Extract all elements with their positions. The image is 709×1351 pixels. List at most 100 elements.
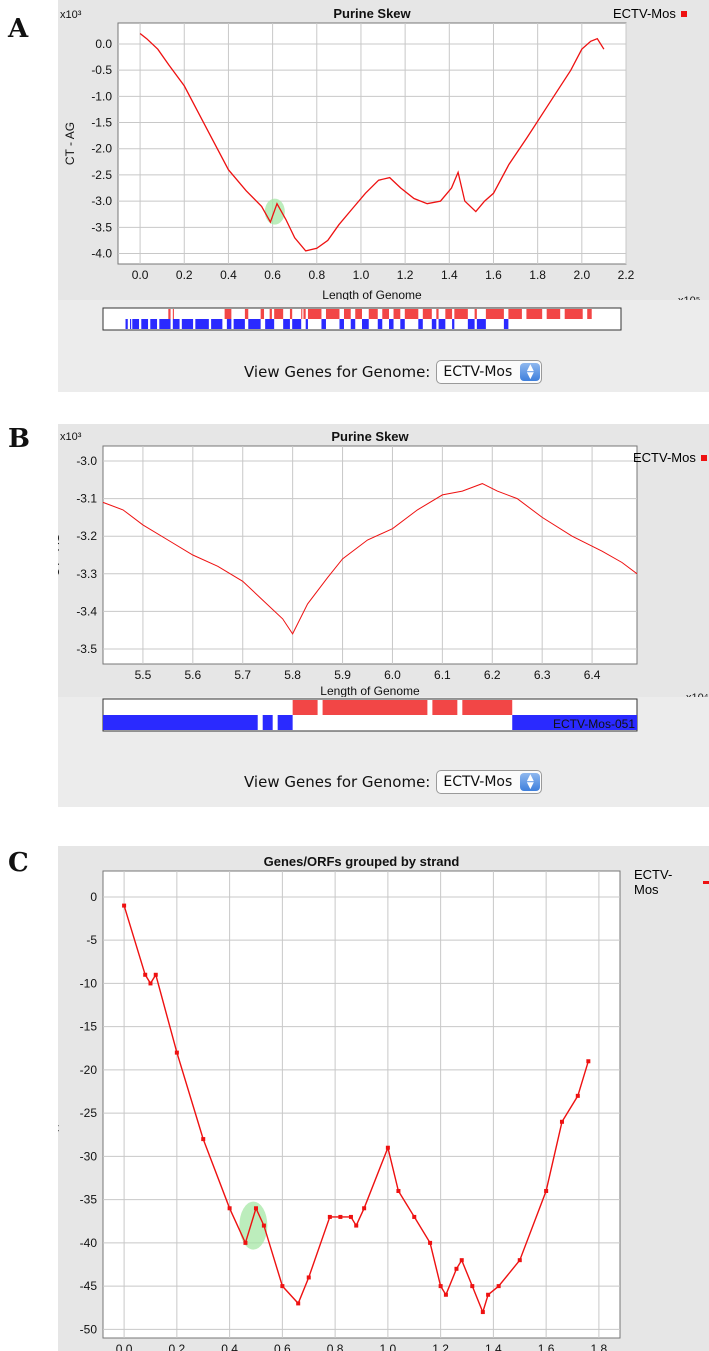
series-line [139,32,605,252]
panel-letter-c: C [8,848,29,878]
reverse-strand-gene [422,309,432,319]
data-point [480,1310,485,1315]
reverse-strand-gene [322,700,428,715]
data-point [443,1292,448,1297]
y-multiplier-label: x10³ [60,431,82,443]
reverse-strand-gene [274,309,284,319]
data-point [396,1188,401,1193]
data-point [454,1266,459,1271]
data-point [470,1284,475,1289]
data-point [296,1301,301,1306]
x-tick-label: 1.8 [529,268,546,282]
x-tick-label: 1.6 [485,268,502,282]
purine-skew-chart-a: 0.0 0.2 0.4 0.6 0.8 1.0 1.2 1.4 1.6 1.8 2.0 2.2 0.0 -… [60,6,700,300]
legend-label: ECTV-Mos [613,6,676,21]
forward-strand-gene [103,715,258,730]
x-tick-label: 0.2 [176,268,193,282]
forward-strand-gene [195,319,209,329]
x-tick-label: 0.0 [132,268,149,282]
plot-area [117,22,627,265]
data-point [338,1214,343,1219]
forward-strand-gene [350,319,356,329]
forward-strand-gene [377,319,383,329]
x-tick-label: 6.3 [534,668,551,682]
reverse-strand-gene [343,309,351,319]
reverse-strand-gene [382,309,390,319]
y-tick-label: -3.1 [76,492,97,506]
data-point [362,1206,367,1211]
data-point [243,1240,248,1245]
forward-strand-gene [339,319,344,329]
y-tick-label: -45 [80,1279,98,1293]
forward-strand-gene [305,319,308,329]
x-tick-label: 0.2 [169,1342,186,1351]
chart-title: Genes/ORFs grouped by strand [264,854,460,869]
forward-strand-gene [150,319,158,329]
purine-skew-chart-b: 5.5 5.6 5.7 5.8 5.9 6.0 6.1 6.2 6.3 6.4 -3.0 -3.1 -3… [58,429,709,697]
reverse-strand-gene [436,309,439,319]
data-point [253,1206,258,1211]
x-tick-label: 2.0 [573,268,590,282]
x-tick-label: 6.1 [434,668,451,682]
reverse-strand-gene [172,309,174,319]
data-point [261,1223,266,1228]
x-tick-label: 0.4 [221,1342,238,1351]
reverse-strand-gene [355,309,362,319]
data-point [227,1206,232,1211]
x-tick-label: 6.0 [384,668,401,682]
reverse-strand-gene [307,309,322,319]
reverse-strand-gene [462,700,513,715]
y-tick-label: -25 [80,1106,98,1120]
x-tick-label: 6.2 [484,668,501,682]
x-tick-label: 5.9 [334,668,351,682]
reverse-strand-gene [564,309,583,319]
data-point [153,972,158,977]
x-tick-label: 1.4 [485,1342,502,1351]
x-tick-label: 5.7 [234,668,251,682]
gene-label-background [512,715,637,730]
forward-strand-gene [125,319,128,329]
x-tick-label: 0.4 [220,268,237,282]
genome-select-value: ECTV-Mos [443,364,513,380]
forward-strand-gene [503,319,509,329]
y-tick-label: -3.5 [91,220,112,234]
stepper-arrows-icon: ▲ ▼ [520,773,541,791]
x-tick-label: 5.5 [135,668,152,682]
plot-area [102,870,621,1339]
forward-strand-gene [226,319,232,329]
forward-strand-gene [292,319,302,329]
y-tick-label: -3.4 [76,604,97,618]
forward-strand-gene [233,319,245,329]
x-tick-label: 0.0 [116,1342,133,1351]
reverse-strand-gene [260,309,265,319]
data-point [174,1050,179,1055]
stepper-arrows-icon: ▲ ▼ [520,363,541,381]
data-point [559,1119,564,1124]
forward-strand-gene [431,319,437,329]
y-tick-label: -2.5 [91,168,112,182]
forward-strand-gene [181,319,194,329]
genome-select-b[interactable]: ECTV-Mos ▲ ▼ [436,770,543,794]
forward-strand-gene [262,715,273,730]
data-point [586,1059,591,1064]
legend-swatch [680,10,687,17]
view-genes-label: View Genes for Genome: [244,773,431,791]
forward-strand-gene [277,715,293,730]
x-axis-label: Length of Genome [322,288,422,300]
data-point [438,1284,443,1289]
y-axis-label: CT - AG [58,533,62,576]
y-tick-label: -0.5 [91,63,112,77]
legend-b: ECTV-Mos [633,450,707,465]
data-point [517,1258,522,1263]
x-multiplier-label: x10⁴ [686,692,709,697]
x-tick-label: 5.8 [284,668,301,682]
panel-letter-b: B [8,424,30,454]
data-point [354,1223,359,1228]
y-tick-label: -3.0 [91,194,112,208]
genome-select-a[interactable]: ECTV-Mos ▲ ▼ [436,360,543,384]
panel-b: 5.5 5.6 5.7 5.8 5.9 6.0 6.1 6.2 6.3 6.4 -3.0 -3.1 -3… [58,424,709,807]
reverse-strand-gene [404,309,419,319]
forward-strand-gene [132,319,140,329]
data-point [148,981,153,986]
reverse-strand-gene [292,700,318,715]
